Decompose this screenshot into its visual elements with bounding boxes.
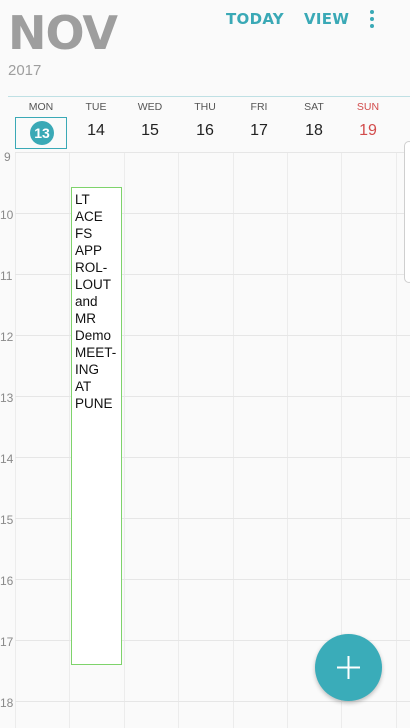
day-name: MON	[28, 101, 54, 113]
day-column-divider	[396, 152, 397, 728]
year-label: 2017	[8, 62, 42, 79]
hour-label: 13	[0, 391, 14, 405]
event-title-line: ROL-	[75, 260, 108, 275]
plus-icon	[337, 656, 360, 679]
event-title-line: ACE	[75, 209, 103, 224]
day-fri[interactable]: FRI 17	[232, 97, 286, 153]
calendar-event[interactable]: LT ACE FS APP ROL- LOUT and MR Demo MEET…	[71, 187, 122, 665]
hour-line	[15, 640, 410, 641]
more-options-button[interactable]	[362, 6, 382, 32]
hour-label: 18	[0, 696, 14, 710]
event-title-line: Demo	[75, 328, 112, 343]
day-mon[interactable]: MON 13	[14, 97, 68, 153]
event-title-line: LT	[75, 192, 90, 207]
day-tue[interactable]: TUE 14	[69, 97, 123, 153]
app-header: NOV 2017 TODAY VIEW	[0, 0, 410, 96]
day-number: 16	[196, 122, 214, 139]
calendar-grid[interactable]: 9 10 11 12 13 14 15 16 17 18	[0, 150, 410, 728]
day-sun[interactable]: SUN 19	[341, 97, 395, 153]
add-event-button[interactable]	[315, 634, 382, 701]
event-title-line: MEET-	[75, 345, 117, 360]
hour-line	[15, 396, 410, 397]
hour-label: 11	[0, 269, 13, 283]
day-name: FRI	[250, 101, 268, 113]
day-number: 14	[87, 122, 105, 139]
hour-label: 10	[0, 208, 14, 222]
event-title-line: FS	[75, 226, 93, 241]
hour-line	[15, 701, 410, 702]
today-date-circle: 13	[30, 121, 54, 145]
hour-line	[15, 335, 410, 336]
day-number: 19	[359, 122, 377, 139]
hour-label: 12	[0, 330, 14, 344]
day-number: 17	[250, 122, 268, 139]
day-column-divider	[233, 152, 234, 728]
day-sat[interactable]: SAT 18	[287, 97, 341, 153]
hour-line	[15, 518, 410, 519]
day-column-divider	[69, 152, 70, 728]
hour-label: 14	[0, 452, 14, 466]
month-title: NOV	[8, 6, 118, 60]
today-highlight-box	[15, 117, 67, 149]
day-column-divider	[287, 152, 288, 728]
day-name: WED	[137, 101, 163, 113]
event-title-line: PUNE	[75, 396, 113, 411]
view-button[interactable]: VIEW	[304, 10, 350, 28]
hour-label: 17	[0, 635, 14, 649]
hour-line	[15, 579, 410, 580]
day-column-divider	[341, 152, 342, 728]
day-column-divider	[15, 152, 16, 728]
day-number: 18	[305, 122, 323, 139]
day-number: 15	[141, 122, 159, 139]
event-title-line: ING AT	[75, 362, 100, 394]
event-title-line: LOUT	[75, 277, 112, 292]
day-wed[interactable]: WED 15	[123, 97, 177, 153]
hour-line	[15, 457, 410, 458]
week-day-strip: MON 13 TUE 14 WED 15 THU 16 FRI 17 SAT 1…	[8, 96, 410, 153]
today-button[interactable]: TODAY	[226, 10, 284, 28]
day-column-divider	[178, 152, 179, 728]
event-title-line: APP	[75, 243, 103, 258]
day-name: SAT	[304, 101, 324, 113]
hour-line	[15, 152, 410, 153]
day-column-divider	[124, 152, 125, 728]
hour-line	[15, 274, 410, 275]
hour-label: 15	[0, 513, 14, 527]
hour-label: 16	[0, 574, 14, 588]
hour-line	[15, 213, 410, 214]
day-name: SUN	[356, 101, 380, 113]
event-title-line: MR	[75, 311, 96, 326]
hour-label: 9	[4, 150, 11, 164]
day-thu[interactable]: THU 16	[178, 97, 232, 153]
event-title-line: and	[75, 294, 98, 309]
scroll-handle[interactable]	[404, 141, 410, 283]
day-name: THU	[194, 101, 216, 113]
day-name: TUE	[85, 101, 107, 113]
